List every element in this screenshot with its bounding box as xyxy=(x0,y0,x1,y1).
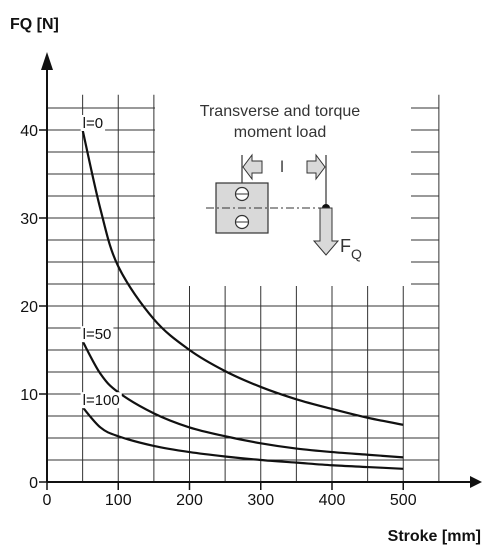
x-axis-title: Stroke [mm] xyxy=(388,528,481,545)
curve-label-l-50: l=50 xyxy=(83,326,112,343)
y-axis-arrow xyxy=(41,52,53,70)
series-l-50-line xyxy=(81,340,404,459)
inset-title-line1: Transverse and torque xyxy=(200,103,360,120)
y-tick-label: 40 xyxy=(20,123,38,140)
y-tick-label: 10 xyxy=(20,387,38,404)
x-tick-label: 200 xyxy=(176,492,203,509)
x-tick-label: 500 xyxy=(390,492,417,509)
force-label: F xyxy=(340,236,351,256)
y-tick-label: 20 xyxy=(20,299,38,316)
curve-label-l-0: l=0 xyxy=(83,115,103,132)
curves xyxy=(81,129,404,470)
y-tick-labels: 0 10 20 30 40 xyxy=(20,123,47,492)
arrow-left-icon xyxy=(242,153,263,181)
force-subscript: Q xyxy=(351,246,362,262)
curve-labels: l=0 l=50 l=100 xyxy=(80,115,122,409)
curve-label-bg xyxy=(80,115,106,131)
series-l-100-line xyxy=(81,406,404,470)
x-tick-labels: 0 100 200 300 400 500 xyxy=(43,482,417,509)
inset-diagram: l F Q xyxy=(206,153,362,262)
x-tick-label: 0 xyxy=(43,492,52,509)
curve-label-l-100: l=100 xyxy=(83,392,120,409)
arrow-right-icon xyxy=(306,153,326,181)
y-tick-label: 30 xyxy=(20,211,38,228)
x-tick-label: 400 xyxy=(319,492,346,509)
inset-panel xyxy=(155,91,411,286)
x-axis-arrow xyxy=(470,476,482,488)
series-l-0-line xyxy=(81,129,404,426)
curve-label-bg xyxy=(80,392,122,409)
curve-label-bg xyxy=(80,326,114,343)
force-arrow-icon xyxy=(312,207,340,256)
x-tick-label: 300 xyxy=(247,492,274,509)
x-tick-label: 100 xyxy=(105,492,132,509)
distance-label: l xyxy=(280,159,284,176)
y-tick-label: 0 xyxy=(29,475,38,492)
y-axis-title: FQ [N] xyxy=(10,16,59,33)
inset-title-line2: moment load xyxy=(234,124,327,141)
